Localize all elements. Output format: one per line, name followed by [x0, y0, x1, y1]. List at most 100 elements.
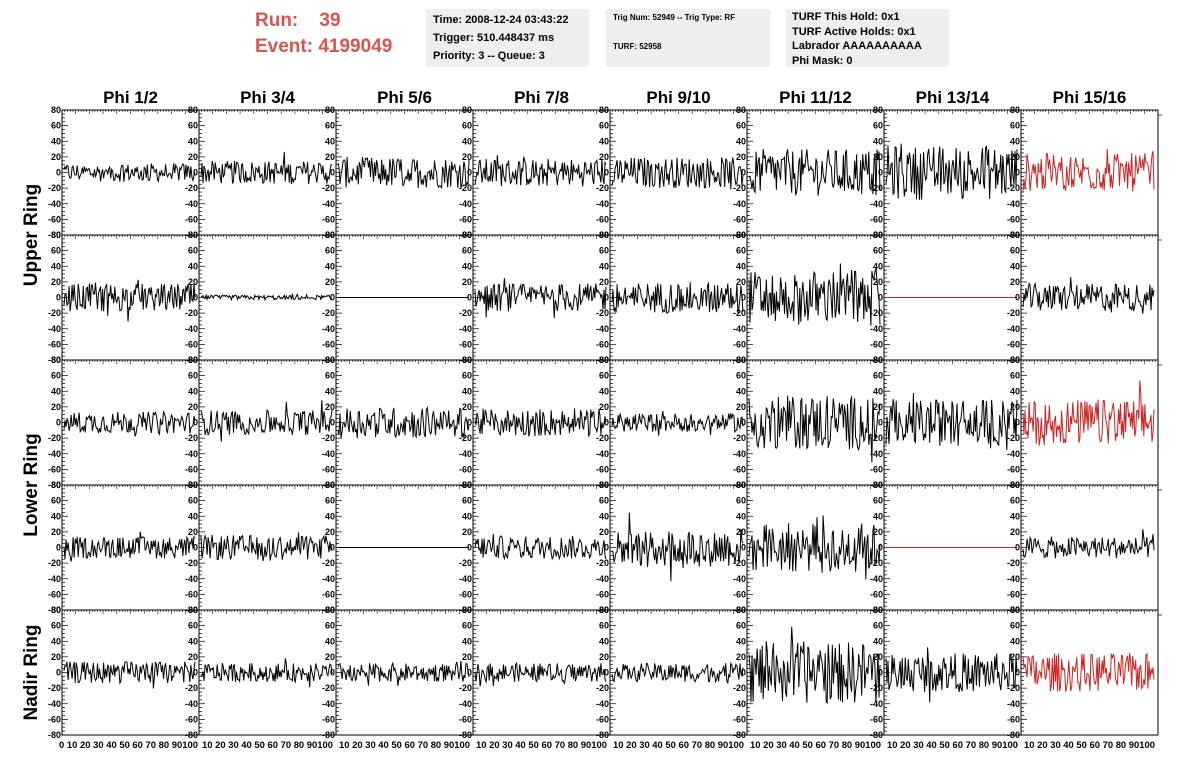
y-tick-label: 80 [325, 230, 335, 240]
y-tick-label: 20 [188, 527, 198, 537]
y-tick-label: -80 [322, 730, 335, 740]
y-tick-label: 20 [599, 527, 609, 537]
ring-label-1: Lower Ring [21, 433, 42, 536]
waveform-trace [474, 155, 607, 187]
y-tick-label: 40 [462, 386, 472, 396]
waveform-trace [337, 660, 470, 686]
y-tick-label: 60 [51, 371, 61, 381]
y-tick-label: -60 [1007, 214, 1020, 224]
y-tick-label: -60 [1007, 714, 1020, 724]
y-tick-label: 80 [51, 355, 61, 365]
y-tick-label: 0 [56, 293, 61, 303]
y-tick-label: 20 [51, 277, 61, 287]
y-tick-label: 40 [51, 386, 61, 396]
y-tick-label: 20 [1010, 402, 1020, 412]
run-value: 39 [319, 10, 341, 31]
y-tick-label: -60 [48, 464, 61, 474]
y-tick-label: 80 [736, 105, 746, 115]
x-tick-labels-0: 0 10 20 30 40 50 60 70 80 90100 [59, 740, 198, 750]
y-tick-label: -40 [1007, 449, 1020, 459]
y-tick-label: 80 [599, 230, 609, 240]
y-tick-label: 20 [873, 277, 883, 287]
turf-hold-text: TURF This Hold: 0x1 [792, 11, 900, 23]
y-tick-label: -80 [48, 730, 61, 740]
y-tick-label: 40 [188, 636, 198, 646]
trigger-info-box: Trig Num: 52949 -- Trig Type: RF TURF: 5… [606, 9, 770, 67]
y-tick-label: 0 [878, 293, 883, 303]
y-tick-label: -20 [459, 433, 472, 443]
y-tick-label: -60 [596, 339, 609, 349]
y-tick-label: 40 [599, 386, 609, 396]
waveform-trace [474, 661, 607, 687]
y-tick-label: -40 [48, 449, 61, 459]
y-tick-label: -60 [185, 464, 198, 474]
y-tick-label: 40 [873, 261, 883, 271]
y-tick-label: 20 [325, 527, 335, 537]
y-tick-label: 60 [1010, 121, 1020, 131]
y-tick-label: -40 [1007, 324, 1020, 334]
y-tick-label: 0 [604, 668, 609, 678]
y-tick-label: -40 [596, 449, 609, 459]
y-tick-label: 80 [325, 480, 335, 490]
y-tick-label: -60 [185, 714, 198, 724]
column-header-3: Phi 7/8 [514, 88, 569, 107]
y-tick-label: 80 [1010, 230, 1020, 240]
y-tick-label: 60 [736, 621, 746, 631]
y-tick-label: 80 [873, 605, 883, 615]
y-tick-label: 40 [1010, 261, 1020, 271]
y-tick-label: 0 [56, 418, 61, 428]
y-tick-label: 60 [462, 371, 472, 381]
y-tick-label: 20 [462, 277, 472, 287]
y-tick-label: 60 [188, 246, 198, 256]
y-tick-label: -80 [870, 730, 883, 740]
y-tick-label: 20 [51, 527, 61, 537]
y-tick-label: -40 [48, 199, 61, 209]
y-tick-label: -20 [596, 558, 609, 568]
y-tick-label: 60 [325, 621, 335, 631]
y-tick-label: -40 [1007, 699, 1020, 709]
ring-label-2: Nadir Ring [21, 624, 42, 720]
run-label: Run: [255, 10, 299, 31]
y-tick-label: 80 [873, 355, 883, 365]
y-tick-label: 80 [188, 480, 198, 490]
y-tick-label: -20 [596, 683, 609, 693]
turf-text: TURF: 52958 [613, 42, 662, 51]
y-tick-label: -60 [459, 339, 472, 349]
waveform-trace [611, 512, 744, 582]
y-tick-label: 60 [599, 496, 609, 506]
y-tick-label: 0 [330, 543, 335, 553]
y-tick-label: 20 [188, 402, 198, 412]
y-tick-label: 0 [56, 543, 61, 553]
waveform-trace [1022, 148, 1155, 192]
y-tick-label: -60 [185, 589, 198, 599]
waveform-trace [474, 408, 607, 438]
y-tick-label: 0 [330, 168, 335, 178]
y-tick-label: -60 [322, 589, 335, 599]
y-tick-label: 40 [462, 136, 472, 146]
y-tick-label: -40 [870, 449, 883, 459]
y-tick-label: -80 [48, 605, 61, 615]
panel-r4-c5: 80 60 40 20 0 -20 -40 -60 -80 [733, 605, 885, 740]
y-tick-label: -60 [185, 214, 198, 224]
y-tick-label: 40 [1010, 511, 1020, 521]
column-header-2: Phi 5/6 [377, 88, 432, 107]
waveform-trace [200, 151, 333, 185]
y-tick-label: -20 [1007, 558, 1020, 568]
y-tick-label: 0 [878, 543, 883, 553]
y-tick-label: 80 [1010, 355, 1020, 365]
y-tick-label: -20 [870, 558, 883, 568]
y-tick-label: 0 [467, 668, 472, 678]
y-tick-label: -20 [185, 308, 198, 318]
y-tick-label: 80 [599, 605, 609, 615]
y-tick-label: 20 [462, 527, 472, 537]
y-tick-label: -60 [322, 214, 335, 224]
y-tick-label: 40 [599, 136, 609, 146]
y-tick-label: 80 [1010, 105, 1020, 115]
y-tick-label: 0 [1015, 418, 1020, 428]
y-tick-label: 0 [193, 168, 198, 178]
panel-frame [883, 109, 1022, 236]
